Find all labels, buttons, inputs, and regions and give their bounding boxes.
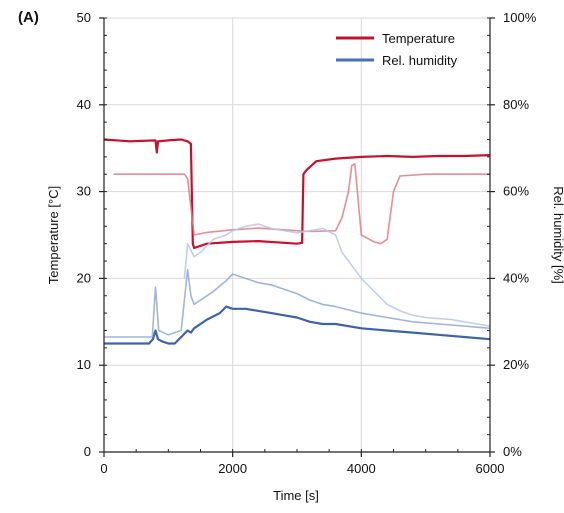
y-left-tick-label: 10 [77, 357, 91, 372]
series-line-1 [113, 163, 490, 245]
y-right-tick-label: 100% [503, 10, 537, 25]
legend: Temperature Rel. humidity [336, 31, 458, 68]
x-tick-label: 6000 [476, 461, 505, 476]
series-line-0 [103, 138, 491, 250]
y-right-tick-label: 20% [503, 357, 529, 372]
y-axis-left-title: Temperature [°C] [46, 186, 61, 284]
y-left-tick-label: 30 [77, 184, 91, 199]
series-line-3 [104, 268, 491, 338]
panel-label: (A) [18, 9, 39, 26]
legend-label-temperature: Temperature [382, 31, 455, 46]
y-left-tick-label: 40 [77, 97, 91, 112]
x-tick-label: 2000 [218, 461, 247, 476]
x-tick-label: 0 [100, 461, 107, 476]
y-left-tick-label: 50 [77, 10, 91, 25]
x-axis-title: Time [s] [273, 488, 319, 503]
y-right-tick-label: 0% [503, 444, 522, 459]
y-axis-right-title: Rel. humidity [%] [551, 186, 564, 284]
series-layer [103, 138, 491, 345]
legend-label-rel-humidity: Rel. humidity [382, 53, 458, 68]
x-tick-label: 4000 [347, 461, 376, 476]
y-left-tick-label: 0 [84, 444, 91, 459]
y-right-tick-label: 80% [503, 97, 529, 112]
series-line-4 [183, 223, 491, 327]
series-line-2 [104, 305, 491, 345]
grid [104, 17, 490, 452]
y-right-tick-label: 60% [503, 184, 529, 199]
axes: 0 2000 4000 6000 0 10 20 30 40 50 0% 20% 40% 60% 80% 10… [77, 10, 537, 476]
y-left-tick-label: 20 [77, 270, 91, 285]
y-right-tick-label: 40% [503, 270, 529, 285]
